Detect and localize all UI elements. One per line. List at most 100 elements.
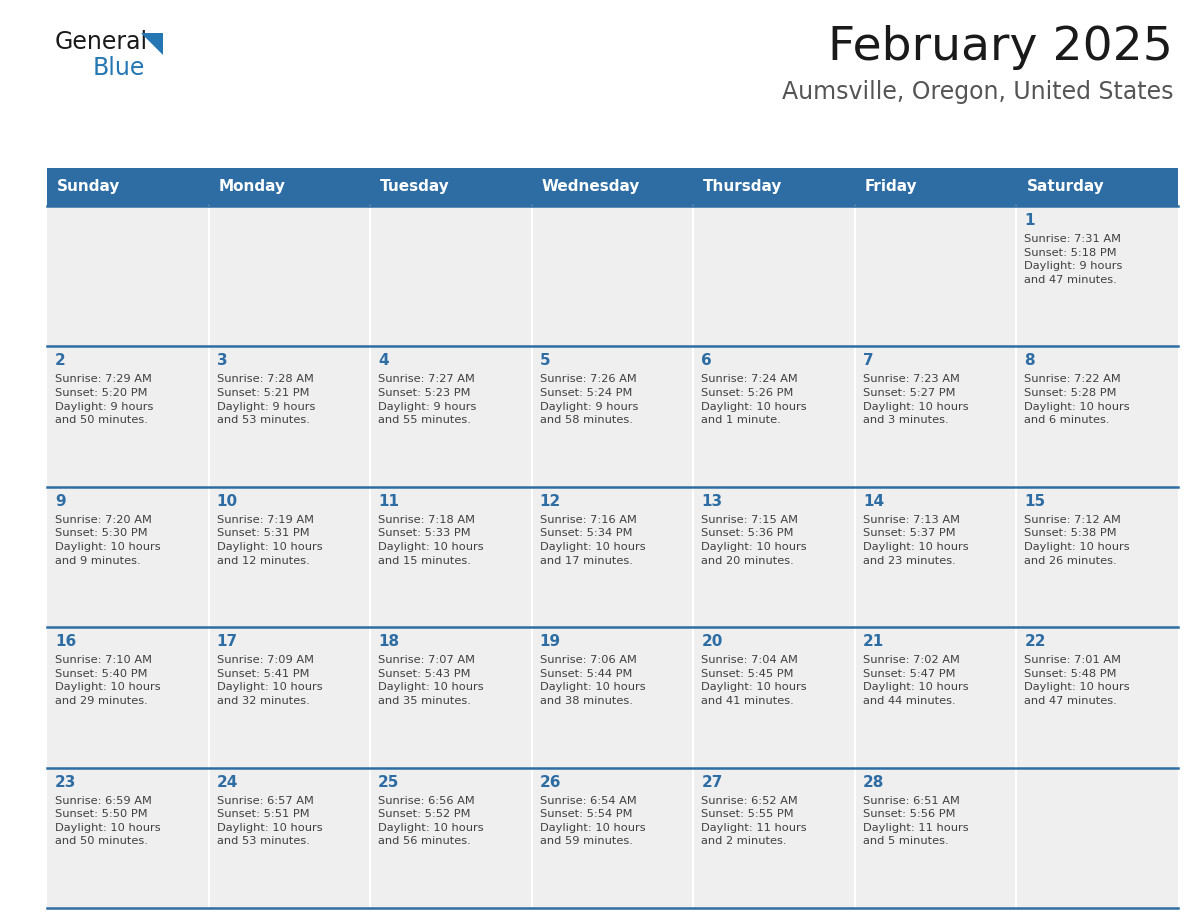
Text: Sunrise: 7:27 AM
Sunset: 5:23 PM
Daylight: 9 hours
and 55 minutes.: Sunrise: 7:27 AM Sunset: 5:23 PM Dayligh… bbox=[378, 375, 476, 425]
Text: Sunrise: 6:57 AM
Sunset: 5:51 PM
Daylight: 10 hours
and 53 minutes.: Sunrise: 6:57 AM Sunset: 5:51 PM Dayligh… bbox=[216, 796, 322, 846]
Text: 21: 21 bbox=[862, 634, 884, 649]
Text: Sunrise: 7:12 AM
Sunset: 5:38 PM
Daylight: 10 hours
and 26 minutes.: Sunrise: 7:12 AM Sunset: 5:38 PM Dayligh… bbox=[1024, 515, 1130, 565]
Text: 15: 15 bbox=[1024, 494, 1045, 509]
Text: 9: 9 bbox=[55, 494, 65, 509]
Text: Sunrise: 7:04 AM
Sunset: 5:45 PM
Daylight: 10 hours
and 41 minutes.: Sunrise: 7:04 AM Sunset: 5:45 PM Dayligh… bbox=[701, 655, 807, 706]
Bar bbox=[532, 346, 694, 487]
Bar bbox=[855, 487, 1017, 627]
Bar bbox=[371, 627, 532, 767]
Text: 1: 1 bbox=[1024, 213, 1035, 228]
Text: 5: 5 bbox=[539, 353, 550, 368]
Text: General: General bbox=[55, 30, 148, 54]
Text: Sunrise: 7:06 AM
Sunset: 5:44 PM
Daylight: 10 hours
and 38 minutes.: Sunrise: 7:06 AM Sunset: 5:44 PM Dayligh… bbox=[539, 655, 645, 706]
Bar bbox=[209, 206, 371, 346]
Polygon shape bbox=[141, 33, 163, 55]
Text: Sunrise: 6:54 AM
Sunset: 5:54 PM
Daylight: 10 hours
and 59 minutes.: Sunrise: 6:54 AM Sunset: 5:54 PM Dayligh… bbox=[539, 796, 645, 846]
Bar bbox=[209, 346, 371, 487]
Text: Sunrise: 7:31 AM
Sunset: 5:18 PM
Daylight: 9 hours
and 47 minutes.: Sunrise: 7:31 AM Sunset: 5:18 PM Dayligh… bbox=[1024, 234, 1123, 285]
Text: Sunrise: 7:10 AM
Sunset: 5:40 PM
Daylight: 10 hours
and 29 minutes.: Sunrise: 7:10 AM Sunset: 5:40 PM Dayligh… bbox=[55, 655, 160, 706]
Text: Sunrise: 6:51 AM
Sunset: 5:56 PM
Daylight: 11 hours
and 5 minutes.: Sunrise: 6:51 AM Sunset: 5:56 PM Dayligh… bbox=[862, 796, 968, 846]
Text: Sunrise: 6:56 AM
Sunset: 5:52 PM
Daylight: 10 hours
and 56 minutes.: Sunrise: 6:56 AM Sunset: 5:52 PM Dayligh… bbox=[378, 796, 484, 846]
Text: Sunday: Sunday bbox=[57, 180, 120, 195]
Bar bbox=[371, 487, 532, 627]
Text: Tuesday: Tuesday bbox=[380, 180, 450, 195]
Text: Wednesday: Wednesday bbox=[542, 180, 640, 195]
Text: Saturday: Saturday bbox=[1026, 180, 1104, 195]
Bar bbox=[48, 627, 209, 767]
Text: Sunrise: 7:01 AM
Sunset: 5:48 PM
Daylight: 10 hours
and 47 minutes.: Sunrise: 7:01 AM Sunset: 5:48 PM Dayligh… bbox=[1024, 655, 1130, 706]
Text: Aumsville, Oregon, United States: Aumsville, Oregon, United States bbox=[782, 80, 1173, 104]
Bar bbox=[694, 346, 855, 487]
Text: 28: 28 bbox=[862, 775, 884, 789]
Text: Blue: Blue bbox=[93, 56, 145, 80]
Bar bbox=[532, 487, 694, 627]
Text: Sunrise: 7:19 AM
Sunset: 5:31 PM
Daylight: 10 hours
and 12 minutes.: Sunrise: 7:19 AM Sunset: 5:31 PM Dayligh… bbox=[216, 515, 322, 565]
Bar bbox=[532, 627, 694, 767]
Text: February 2025: February 2025 bbox=[828, 25, 1173, 70]
Text: 17: 17 bbox=[216, 634, 238, 649]
Text: 7: 7 bbox=[862, 353, 873, 368]
Bar bbox=[694, 767, 855, 908]
Text: Sunrise: 7:18 AM
Sunset: 5:33 PM
Daylight: 10 hours
and 15 minutes.: Sunrise: 7:18 AM Sunset: 5:33 PM Dayligh… bbox=[378, 515, 484, 565]
Text: 3: 3 bbox=[216, 353, 227, 368]
Bar bbox=[1017, 627, 1178, 767]
Bar bbox=[855, 206, 1017, 346]
Text: Sunrise: 7:23 AM
Sunset: 5:27 PM
Daylight: 10 hours
and 3 minutes.: Sunrise: 7:23 AM Sunset: 5:27 PM Dayligh… bbox=[862, 375, 968, 425]
Bar bbox=[532, 767, 694, 908]
Bar bbox=[48, 767, 209, 908]
Bar bbox=[1017, 487, 1178, 627]
Text: Sunrise: 7:13 AM
Sunset: 5:37 PM
Daylight: 10 hours
and 23 minutes.: Sunrise: 7:13 AM Sunset: 5:37 PM Dayligh… bbox=[862, 515, 968, 565]
Text: Thursday: Thursday bbox=[703, 180, 783, 195]
Text: Sunrise: 7:02 AM
Sunset: 5:47 PM
Daylight: 10 hours
and 44 minutes.: Sunrise: 7:02 AM Sunset: 5:47 PM Dayligh… bbox=[862, 655, 968, 706]
Text: 23: 23 bbox=[55, 775, 76, 789]
Bar bbox=[48, 168, 1178, 206]
Bar bbox=[48, 487, 209, 627]
Bar bbox=[209, 487, 371, 627]
Text: Sunrise: 7:15 AM
Sunset: 5:36 PM
Daylight: 10 hours
and 20 minutes.: Sunrise: 7:15 AM Sunset: 5:36 PM Dayligh… bbox=[701, 515, 807, 565]
Text: Sunrise: 7:07 AM
Sunset: 5:43 PM
Daylight: 10 hours
and 35 minutes.: Sunrise: 7:07 AM Sunset: 5:43 PM Dayligh… bbox=[378, 655, 484, 706]
Bar bbox=[855, 346, 1017, 487]
Text: 11: 11 bbox=[378, 494, 399, 509]
Text: 24: 24 bbox=[216, 775, 238, 789]
Text: 19: 19 bbox=[539, 634, 561, 649]
Bar bbox=[694, 487, 855, 627]
Text: Monday: Monday bbox=[219, 180, 285, 195]
Text: 26: 26 bbox=[539, 775, 561, 789]
Text: Sunrise: 7:09 AM
Sunset: 5:41 PM
Daylight: 10 hours
and 32 minutes.: Sunrise: 7:09 AM Sunset: 5:41 PM Dayligh… bbox=[216, 655, 322, 706]
Text: 4: 4 bbox=[378, 353, 388, 368]
Text: 12: 12 bbox=[539, 494, 561, 509]
Text: 20: 20 bbox=[701, 634, 722, 649]
Text: 22: 22 bbox=[1024, 634, 1045, 649]
Bar bbox=[532, 206, 694, 346]
Bar bbox=[371, 767, 532, 908]
Bar bbox=[48, 346, 209, 487]
Text: Sunrise: 7:24 AM
Sunset: 5:26 PM
Daylight: 10 hours
and 1 minute.: Sunrise: 7:24 AM Sunset: 5:26 PM Dayligh… bbox=[701, 375, 807, 425]
Text: 14: 14 bbox=[862, 494, 884, 509]
Bar bbox=[855, 627, 1017, 767]
Text: Friday: Friday bbox=[865, 180, 917, 195]
Bar bbox=[371, 206, 532, 346]
Text: Sunrise: 7:29 AM
Sunset: 5:20 PM
Daylight: 9 hours
and 50 minutes.: Sunrise: 7:29 AM Sunset: 5:20 PM Dayligh… bbox=[55, 375, 153, 425]
Bar bbox=[694, 206, 855, 346]
Bar bbox=[48, 206, 209, 346]
Text: 27: 27 bbox=[701, 775, 722, 789]
Text: 25: 25 bbox=[378, 775, 399, 789]
Bar bbox=[209, 627, 371, 767]
Text: 2: 2 bbox=[55, 353, 65, 368]
Text: Sunrise: 7:26 AM
Sunset: 5:24 PM
Daylight: 9 hours
and 58 minutes.: Sunrise: 7:26 AM Sunset: 5:24 PM Dayligh… bbox=[539, 375, 638, 425]
Bar bbox=[694, 627, 855, 767]
Text: Sunrise: 6:59 AM
Sunset: 5:50 PM
Daylight: 10 hours
and 50 minutes.: Sunrise: 6:59 AM Sunset: 5:50 PM Dayligh… bbox=[55, 796, 160, 846]
Text: 10: 10 bbox=[216, 494, 238, 509]
Bar bbox=[371, 346, 532, 487]
Text: Sunrise: 6:52 AM
Sunset: 5:55 PM
Daylight: 11 hours
and 2 minutes.: Sunrise: 6:52 AM Sunset: 5:55 PM Dayligh… bbox=[701, 796, 807, 846]
Text: Sunrise: 7:16 AM
Sunset: 5:34 PM
Daylight: 10 hours
and 17 minutes.: Sunrise: 7:16 AM Sunset: 5:34 PM Dayligh… bbox=[539, 515, 645, 565]
Text: Sunrise: 7:22 AM
Sunset: 5:28 PM
Daylight: 10 hours
and 6 minutes.: Sunrise: 7:22 AM Sunset: 5:28 PM Dayligh… bbox=[1024, 375, 1130, 425]
Bar bbox=[1017, 767, 1178, 908]
Bar bbox=[855, 767, 1017, 908]
Bar bbox=[209, 767, 371, 908]
Text: 18: 18 bbox=[378, 634, 399, 649]
Text: Sunrise: 7:20 AM
Sunset: 5:30 PM
Daylight: 10 hours
and 9 minutes.: Sunrise: 7:20 AM Sunset: 5:30 PM Dayligh… bbox=[55, 515, 160, 565]
Text: 16: 16 bbox=[55, 634, 76, 649]
Bar bbox=[1017, 346, 1178, 487]
Text: 8: 8 bbox=[1024, 353, 1035, 368]
